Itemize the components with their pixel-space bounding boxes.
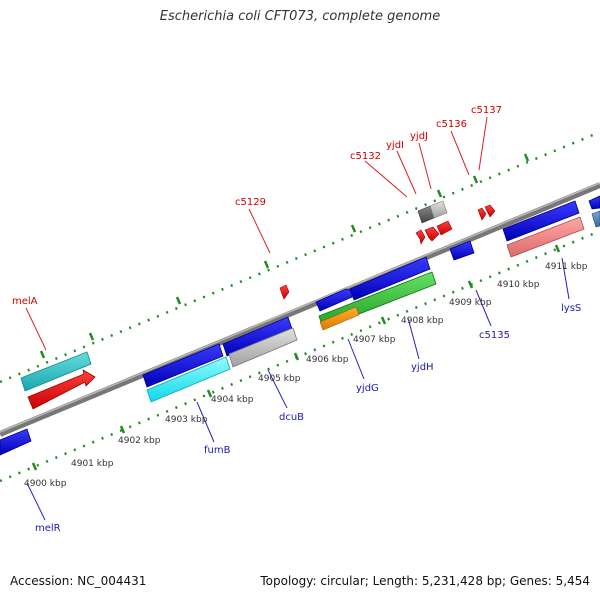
tick-mark xyxy=(350,224,357,233)
tick-label: 4904 kbp xyxy=(211,395,254,405)
genome-backbone xyxy=(0,182,600,437)
tick-label: 4911 kbp xyxy=(545,262,588,272)
leader-line xyxy=(267,369,288,409)
tick-mark xyxy=(119,425,126,434)
gene-feature-orange xyxy=(319,306,360,331)
tick-mark xyxy=(206,389,213,398)
gene-label-yjdI: yjdI xyxy=(386,140,404,151)
gene-feature-blue xyxy=(449,240,475,261)
gene-feature-red-small xyxy=(477,207,487,221)
gene-feature-red xyxy=(27,369,96,410)
reverse-track-line xyxy=(0,229,600,483)
gene-label-c5129: c5129 xyxy=(235,197,266,208)
leader-line xyxy=(418,142,432,190)
gene-feature-red-small xyxy=(415,229,426,245)
tick-mark xyxy=(436,189,443,198)
gene-label-c5132: c5132 xyxy=(350,151,381,162)
tick-mark xyxy=(39,350,46,359)
leader-line xyxy=(561,257,570,300)
accession-text: Accession: NC_004431 xyxy=(10,574,147,588)
gene-feature-red-small xyxy=(436,220,453,236)
gene-feature-grey xyxy=(228,327,298,368)
leader-line xyxy=(396,150,417,195)
tick-label: 4903 kbp xyxy=(165,415,208,425)
gene-label-lysS: lysS xyxy=(561,303,581,314)
tick-mark xyxy=(263,260,270,269)
leader-line xyxy=(248,208,271,254)
gene-feature-blue xyxy=(588,195,600,210)
tick-mark xyxy=(380,316,387,325)
tick-label: 4909 kbp xyxy=(449,298,492,308)
leader-line xyxy=(407,317,420,360)
tick-label: 4906 kbp xyxy=(306,355,349,365)
gene-feature-red-small xyxy=(484,204,496,218)
tick-mark xyxy=(523,153,530,162)
leader-line xyxy=(478,116,488,171)
gene-label-yjdJ: yjdJ xyxy=(410,131,428,142)
tick-label: 4907 kbp xyxy=(353,335,396,345)
tick-mark xyxy=(554,244,561,253)
tick-mark xyxy=(293,352,300,361)
gene-label-c5136: c5136 xyxy=(436,119,467,130)
map-title: Escherichia coli CFT073, complete genome xyxy=(159,9,441,24)
tick-label: 4902 kbp xyxy=(118,436,161,446)
leader-line xyxy=(196,401,215,443)
gene-label-yjdG: yjdG xyxy=(356,383,379,394)
tick-label: 4900 kbp xyxy=(24,479,67,489)
leader-line xyxy=(450,130,470,176)
major-ticks xyxy=(31,153,561,471)
tick-mark xyxy=(88,332,95,341)
genome-summary-text: Topology: circular; Length: 5,231,428 bp… xyxy=(260,574,590,588)
gene-feature-steel xyxy=(591,210,600,228)
forward-track-line xyxy=(0,130,600,384)
leader-line xyxy=(25,307,47,351)
gene-feature-red-small xyxy=(279,284,290,300)
leader-line xyxy=(347,338,365,380)
gene-feature-cyan xyxy=(146,356,231,403)
gene-label-c5135: c5135 xyxy=(479,330,510,341)
gene-feature-red-small xyxy=(424,226,440,242)
gene-feature-pink xyxy=(506,216,585,258)
gene-label-dcuB: dcuB xyxy=(279,412,304,423)
tick-label: 4908 kbp xyxy=(401,316,444,326)
gene-label-melR: melR xyxy=(35,523,61,534)
gene-feature-blue xyxy=(142,343,224,388)
tick-label: 4905 kbp xyxy=(258,374,301,384)
leader-line xyxy=(475,289,492,327)
tick-mark xyxy=(467,280,474,289)
tick-mark xyxy=(31,462,38,471)
gene-label-melA: melA xyxy=(12,296,38,307)
leader-line xyxy=(26,482,46,521)
gene-feature-grey xyxy=(429,200,448,219)
tick-label: 4910 kbp xyxy=(497,280,540,290)
gene-feature-blue xyxy=(349,256,431,301)
tick-mark xyxy=(175,296,182,305)
tick-label: 4901 kbp xyxy=(71,459,114,469)
gene-feature-blue xyxy=(502,200,580,242)
gene-label-yjdH: yjdH xyxy=(411,362,434,373)
genome-backbone-highlight xyxy=(0,182,600,433)
gene-label-c5137: c5137 xyxy=(471,105,502,116)
gene-label-fumB: fumB xyxy=(204,445,231,456)
gene-feature-blue xyxy=(0,428,32,456)
leader-line xyxy=(364,160,408,198)
gene-feature-teal xyxy=(20,351,92,392)
tick-mark xyxy=(472,175,479,184)
